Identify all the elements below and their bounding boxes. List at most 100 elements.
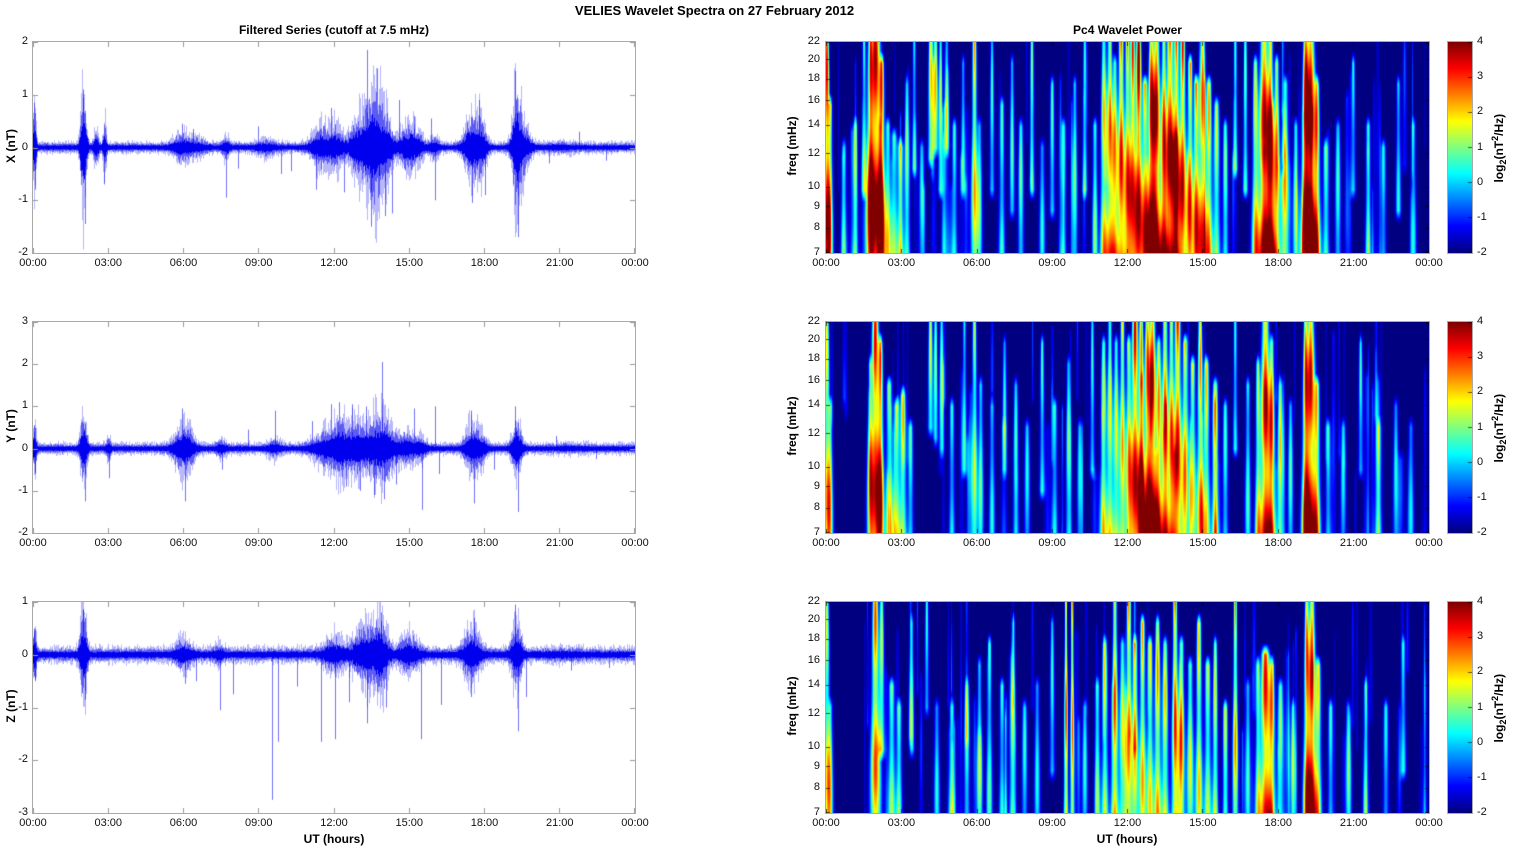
y-series-plot-canvas (33, 322, 635, 533)
series-x-tick-label: 21:00 (545, 537, 574, 549)
freq-tick-label: 16 (807, 373, 820, 386)
wavelet-x-tick-label: 00:00 (812, 537, 840, 549)
wavelet-panel-z (825, 601, 1430, 814)
colorbar-tick-label: 2 (1477, 385, 1484, 398)
series-x-tick-label: 15:00 (395, 817, 424, 829)
colorbar-tick-label: 0 (1477, 455, 1484, 468)
freq-tick-label: 10 (807, 740, 820, 753)
wavelet-x-tick-label: 15:00 (1189, 537, 1217, 549)
freq-tick-label: 22 (807, 35, 820, 47)
wavelet-x-tick-label: 12:00 (1113, 537, 1142, 549)
colorbar-tick-label: 1 (1477, 420, 1484, 433)
colorbar-tick-label: 4 (1477, 595, 1484, 607)
colorbar-label-sub: 2 (1498, 439, 1509, 445)
series-y-tick-label: 1 (21, 399, 28, 412)
series-panel-y (32, 321, 636, 534)
freq-tick-label: 16 (807, 93, 820, 106)
freq-tick-label: 7 (813, 526, 820, 538)
series-x-tick-label: 09:00 (244, 257, 273, 269)
wavelet-x-tick-label: 09:00 (1038, 257, 1066, 269)
right-xaxis-title: UT (hours) (1096, 832, 1158, 846)
wavelet-x-tick-label: 06:00 (962, 537, 991, 549)
wavelet-x-tick-label: 21:00 (1339, 537, 1368, 549)
colorbar-tick-label: 3 (1477, 630, 1484, 643)
wavelet-x-tick-label: 09:00 (1038, 817, 1066, 829)
series-panel-x (32, 41, 636, 254)
wavelet-x-tick-label: 21:00 (1339, 817, 1368, 829)
freq-tick-label: 22 (807, 595, 820, 607)
series-y-tick-label: -2 (18, 246, 28, 258)
wavelet-x-tick-label: 15:00 (1189, 257, 1217, 269)
colorbar-tick-label: 4 (1477, 315, 1484, 327)
freq-tick-label: 18 (807, 631, 820, 644)
colorbar-tick-label: -2 (1477, 806, 1487, 818)
series-y-tick-label: 1 (21, 595, 28, 607)
series-y-tick-label: -1 (18, 700, 28, 713)
freq-tick-label: 16 (807, 653, 820, 666)
series-x-tick-label: 00:00 (621, 817, 649, 829)
series-x-tick-label: 21:00 (545, 257, 574, 269)
z-wavelet-power-canvas (826, 602, 1429, 813)
colorbar-label-sub: 2 (1498, 719, 1509, 725)
left-column-title: Filtered Series (cutoff at 7.5 mHz) (238, 23, 430, 37)
wavelet-x-tick-label: 06:00 (962, 257, 991, 269)
wavelet-panel-x (825, 41, 1430, 254)
series-x-tick-label: 18:00 (470, 817, 499, 829)
freq-tick-label: 20 (807, 612, 820, 625)
colorbar-z-canvas (1448, 602, 1472, 813)
series-x-tick-label: 00:00 (19, 817, 47, 829)
colorbar-tick-label: -1 (1477, 490, 1487, 503)
right-column-title: Pc4 Wavelet Power (1073, 23, 1182, 37)
series-y-tick-label: 0 (21, 441, 28, 454)
freq-tick-label: 12 (807, 146, 820, 159)
freq-tick-label: 7 (813, 246, 820, 258)
wavelet-panel-y (825, 321, 1430, 534)
wavelet-x-tick-label: 03:00 (887, 817, 916, 829)
series-x-tick-label: 09:00 (244, 537, 273, 549)
freq-tick-label: 8 (813, 221, 820, 234)
series-x-tick-label: 00:00 (621, 537, 649, 549)
wavelet-x-tick-label: 12:00 (1113, 257, 1142, 269)
wavelet-x-tick-label: 18:00 (1264, 537, 1293, 549)
wavelet-x-tick-label: 00:00 (1415, 537, 1443, 549)
freq-tick-label: 9 (813, 199, 820, 212)
colorbar-tick-label: 1 (1477, 140, 1484, 153)
series-x-tick-label: 00:00 (621, 257, 649, 269)
series-x-tick-label: 06:00 (169, 537, 198, 549)
colorbar-tick-label: 3 (1477, 350, 1484, 363)
wavelet-x-tick-label: 06:00 (962, 817, 991, 829)
series-x-tick-label: 12:00 (320, 817, 348, 829)
freq-tick-label: 14 (807, 118, 820, 131)
freq-tick-label: 7 (813, 806, 820, 818)
series-y-tick-label: -2 (18, 526, 28, 538)
series-x-tick-label: 03:00 (94, 817, 123, 829)
y-axis-ylabel: Y (nT) (4, 409, 18, 443)
wavelet-x-tick-label: 18:00 (1264, 257, 1293, 269)
freq-tick-label: 14 (807, 398, 820, 411)
series-y-tick-label: 3 (21, 315, 28, 327)
series-x-tick-label: 06:00 (169, 257, 198, 269)
colorbar-tick-label: 4 (1477, 35, 1484, 47)
x-wavelet-power-canvas (826, 42, 1429, 253)
series-x-tick-label: 03:00 (94, 537, 123, 549)
z-series-plot-canvas (33, 602, 635, 813)
series-x-tick-label: 12:00 (320, 537, 348, 549)
wavelet-x-tick-label: 12:00 (1113, 817, 1142, 829)
series-x-tick-label: 15:00 (395, 537, 424, 549)
colorbar-y-canvas (1448, 322, 1472, 533)
series-y-tick-label: 1 (21, 87, 28, 100)
freq-tick-label: 22 (807, 315, 820, 327)
wavelet-x-tick-label: 09:00 (1038, 537, 1066, 549)
freq-tick-label: 18 (807, 351, 820, 364)
colorbar-tick-label: 0 (1477, 735, 1484, 748)
x-series-plot-canvas (33, 42, 635, 253)
freq-tick-label: 9 (813, 479, 820, 492)
series-x-tick-label: 00:00 (19, 537, 47, 549)
colorbar-tick-label: 2 (1477, 105, 1484, 118)
colorbar-tick-label: -2 (1477, 246, 1487, 258)
series-y-tick-label: 0 (21, 140, 28, 153)
wavelet-x-tick-label: 00:00 (1415, 257, 1443, 269)
series-x-tick-label: 12:00 (320, 257, 348, 269)
y-wavelet-power-canvas (826, 322, 1429, 533)
wavelet-x-tick-label: 03:00 (887, 257, 916, 269)
